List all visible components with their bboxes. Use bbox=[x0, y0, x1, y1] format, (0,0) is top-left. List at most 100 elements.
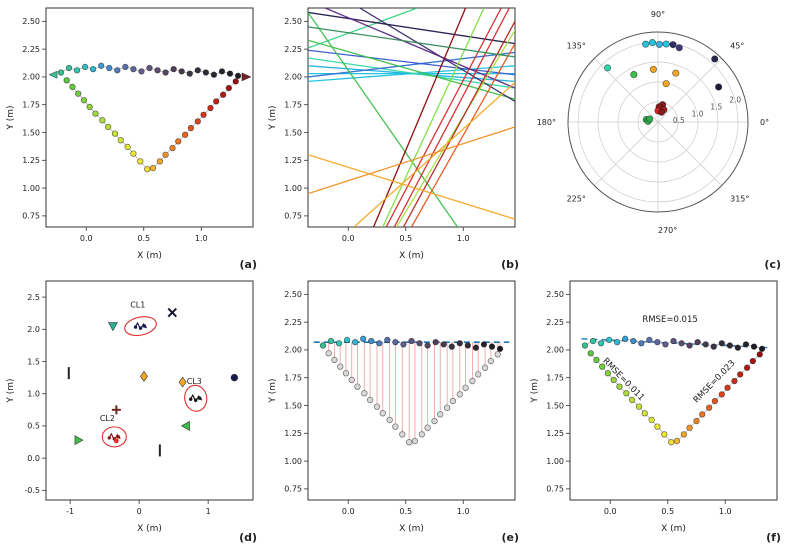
svg-text:90°: 90° bbox=[651, 10, 665, 19]
panel-d-clusters: -1 0 1 -0.5 0.0 0.5 1.0 1.5 2.0 2.5 X (m) Y (m) (d) C… bbox=[0, 273, 262, 546]
svg-text:2.00: 2.00 bbox=[546, 346, 564, 355]
svg-text:1.25: 1.25 bbox=[284, 156, 302, 165]
figure-row-bottom: -1 0 1 -0.5 0.0 0.5 1.0 1.5 2.0 2.5 X (m) Y (m) (d) C… bbox=[0, 273, 786, 546]
svg-text:(e): (e) bbox=[501, 531, 519, 544]
svg-text:X (m): X (m) bbox=[137, 251, 162, 261]
svg-text:270°: 270° bbox=[658, 226, 677, 235]
svg-text:0.75: 0.75 bbox=[284, 212, 302, 221]
svg-text:2.50: 2.50 bbox=[22, 17, 40, 26]
svg-text:Y (m): Y (m) bbox=[6, 105, 16, 130]
svg-text:135°: 135° bbox=[567, 42, 586, 51]
panel-e-residuals: 0.0 0.5 1.0 0.75 1.00 1.25 1.50 1.75 2.00 2.25 2.5… bbox=[262, 273, 524, 546]
panel-b-lines: 0.0 0.5 1.0 0.75 1.00 1.25 1.50 1.75 2.00 2.25 2.5… bbox=[262, 0, 524, 273]
svg-text:1.75: 1.75 bbox=[546, 374, 564, 383]
figure-row-top: 0.0 0.5 1.0 0.75 1.00 1.25 1.50 1.75 2.00 2.25 2.5… bbox=[0, 0, 786, 273]
svg-text:1.0: 1.0 bbox=[457, 507, 470, 516]
panel-f-rmse: 0.0 0.5 1.0 0.75 1.00 1.25 1.50 1.75 2.00 2.25 2.5… bbox=[524, 273, 786, 546]
svg-text:1.25: 1.25 bbox=[546, 429, 564, 438]
chart-e-residuals-svg: 0.0 0.5 1.0 0.75 1.00 1.25 1.50 1.75 2.00 2.25 2.5… bbox=[268, 280, 519, 544]
svg-text:1.0: 1.0 bbox=[692, 109, 704, 118]
panel-a-trajectory: 0.0 0.5 1.0 0.75 1.00 1.25 1.50 1.75 2.00 2.25 2.5… bbox=[0, 0, 262, 273]
svg-text:1.50: 1.50 bbox=[546, 401, 564, 410]
svg-text:1.00: 1.00 bbox=[284, 457, 302, 466]
svg-text:CL1: CL1 bbox=[130, 300, 145, 309]
svg-text:X (m): X (m) bbox=[137, 524, 162, 534]
svg-text:1.0: 1.0 bbox=[195, 234, 208, 243]
svg-text:Y (m): Y (m) bbox=[6, 378, 16, 403]
svg-text:X (m): X (m) bbox=[661, 524, 686, 534]
chart-b-lines-svg: 0.0 0.5 1.0 0.75 1.00 1.25 1.50 1.75 2.00 2.25 2.5… bbox=[268, 7, 519, 271]
svg-text:0.75: 0.75 bbox=[22, 212, 40, 221]
svg-text:2.00: 2.00 bbox=[22, 73, 40, 82]
svg-text:(b): (b) bbox=[501, 258, 519, 271]
chart-d-clusters-svg: -1 0 1 -0.5 0.0 0.5 1.0 1.5 2.0 2.5 X (m) Y (m) (d) C… bbox=[6, 280, 257, 544]
svg-text:1.00: 1.00 bbox=[22, 184, 40, 193]
svg-text:2.0: 2.0 bbox=[729, 96, 741, 105]
svg-text:2.50: 2.50 bbox=[546, 290, 564, 299]
svg-text:1.25: 1.25 bbox=[284, 429, 302, 438]
svg-text:0.0: 0.0 bbox=[342, 234, 355, 243]
svg-text:1: 1 bbox=[206, 507, 211, 516]
svg-text:RMSE=0.011: RMSE=0.011 bbox=[600, 356, 646, 403]
svg-text:0.5: 0.5 bbox=[661, 507, 674, 516]
svg-text:315°: 315° bbox=[730, 194, 749, 203]
svg-text:0.5: 0.5 bbox=[137, 234, 150, 243]
chart-a-trajectory-svg: 0.0 0.5 1.0 0.75 1.00 1.25 1.50 1.75 2.00 2.25 2.5… bbox=[6, 7, 257, 271]
svg-text:1.00: 1.00 bbox=[546, 457, 564, 466]
svg-text:Y (m): Y (m) bbox=[530, 378, 540, 403]
svg-text:Y (m): Y (m) bbox=[268, 105, 278, 130]
svg-text:0.0: 0.0 bbox=[604, 507, 617, 516]
svg-text:1.00: 1.00 bbox=[284, 184, 302, 193]
svg-text:0°: 0° bbox=[760, 118, 769, 127]
svg-text:CL3: CL3 bbox=[187, 377, 202, 386]
svg-text:1.75: 1.75 bbox=[284, 374, 302, 383]
svg-text:(a): (a) bbox=[240, 258, 257, 271]
svg-text:0: 0 bbox=[137, 507, 142, 516]
svg-text:0.5: 0.5 bbox=[399, 234, 412, 243]
svg-text:0.0: 0.0 bbox=[342, 507, 355, 516]
svg-text:2.5: 2.5 bbox=[27, 293, 40, 302]
svg-text:1.75: 1.75 bbox=[284, 101, 302, 110]
svg-text:0.5: 0.5 bbox=[399, 507, 412, 516]
svg-text:2.25: 2.25 bbox=[284, 318, 302, 327]
svg-text:2.50: 2.50 bbox=[284, 17, 302, 26]
svg-text:2.25: 2.25 bbox=[546, 318, 564, 327]
svg-text:2.00: 2.00 bbox=[284, 73, 302, 82]
svg-text:1.50: 1.50 bbox=[284, 128, 302, 137]
svg-text:180°: 180° bbox=[537, 118, 556, 127]
svg-text:1.25: 1.25 bbox=[22, 156, 40, 165]
svg-text:1.5: 1.5 bbox=[27, 357, 40, 366]
svg-text:-0.5: -0.5 bbox=[24, 486, 40, 495]
svg-text:2.25: 2.25 bbox=[284, 45, 302, 54]
svg-text:0.0: 0.0 bbox=[27, 454, 40, 463]
svg-text:0.75: 0.75 bbox=[284, 485, 302, 494]
svg-text:CL2: CL2 bbox=[100, 414, 115, 423]
chart-f-rmse-svg: 0.0 0.5 1.0 0.75 1.00 1.25 1.50 1.75 2.00 2.25 2.5… bbox=[530, 280, 781, 544]
svg-text:1.75: 1.75 bbox=[22, 101, 40, 110]
svg-text:0.0: 0.0 bbox=[80, 234, 93, 243]
svg-text:1.50: 1.50 bbox=[22, 128, 40, 137]
svg-text:2.25: 2.25 bbox=[22, 45, 40, 54]
svg-text:(f): (f) bbox=[766, 531, 781, 544]
svg-text:0.75: 0.75 bbox=[546, 485, 564, 494]
svg-text:0.5: 0.5 bbox=[27, 422, 40, 431]
svg-text:2.50: 2.50 bbox=[284, 290, 302, 299]
svg-text:RMSE=0.015: RMSE=0.015 bbox=[642, 315, 697, 325]
svg-text:(c): (c) bbox=[764, 258, 781, 271]
panel-c-polar: 0° 45° 90° 135° 180° 225° 270° 315° 0.5 1.0 1.5 2.0… bbox=[524, 0, 786, 273]
chart-c-polar-svg: 0° 45° 90° 135° 180° 225° 270° 315° 0.5 1.0 1.5 2.0… bbox=[537, 10, 781, 271]
svg-text:X (m): X (m) bbox=[399, 251, 424, 261]
svg-text:45°: 45° bbox=[730, 42, 744, 51]
svg-text:0.5: 0.5 bbox=[673, 116, 685, 125]
svg-text:(d): (d) bbox=[239, 531, 257, 544]
svg-text:225°: 225° bbox=[567, 194, 586, 203]
svg-text:1.5: 1.5 bbox=[710, 102, 722, 111]
svg-text:-1: -1 bbox=[66, 507, 74, 516]
svg-text:1.50: 1.50 bbox=[284, 401, 302, 410]
svg-text:X (m): X (m) bbox=[399, 524, 424, 534]
svg-text:2.0: 2.0 bbox=[27, 325, 40, 334]
svg-text:2.00: 2.00 bbox=[284, 346, 302, 355]
svg-text:1.0: 1.0 bbox=[27, 390, 40, 399]
svg-text:Y (m): Y (m) bbox=[268, 378, 278, 403]
